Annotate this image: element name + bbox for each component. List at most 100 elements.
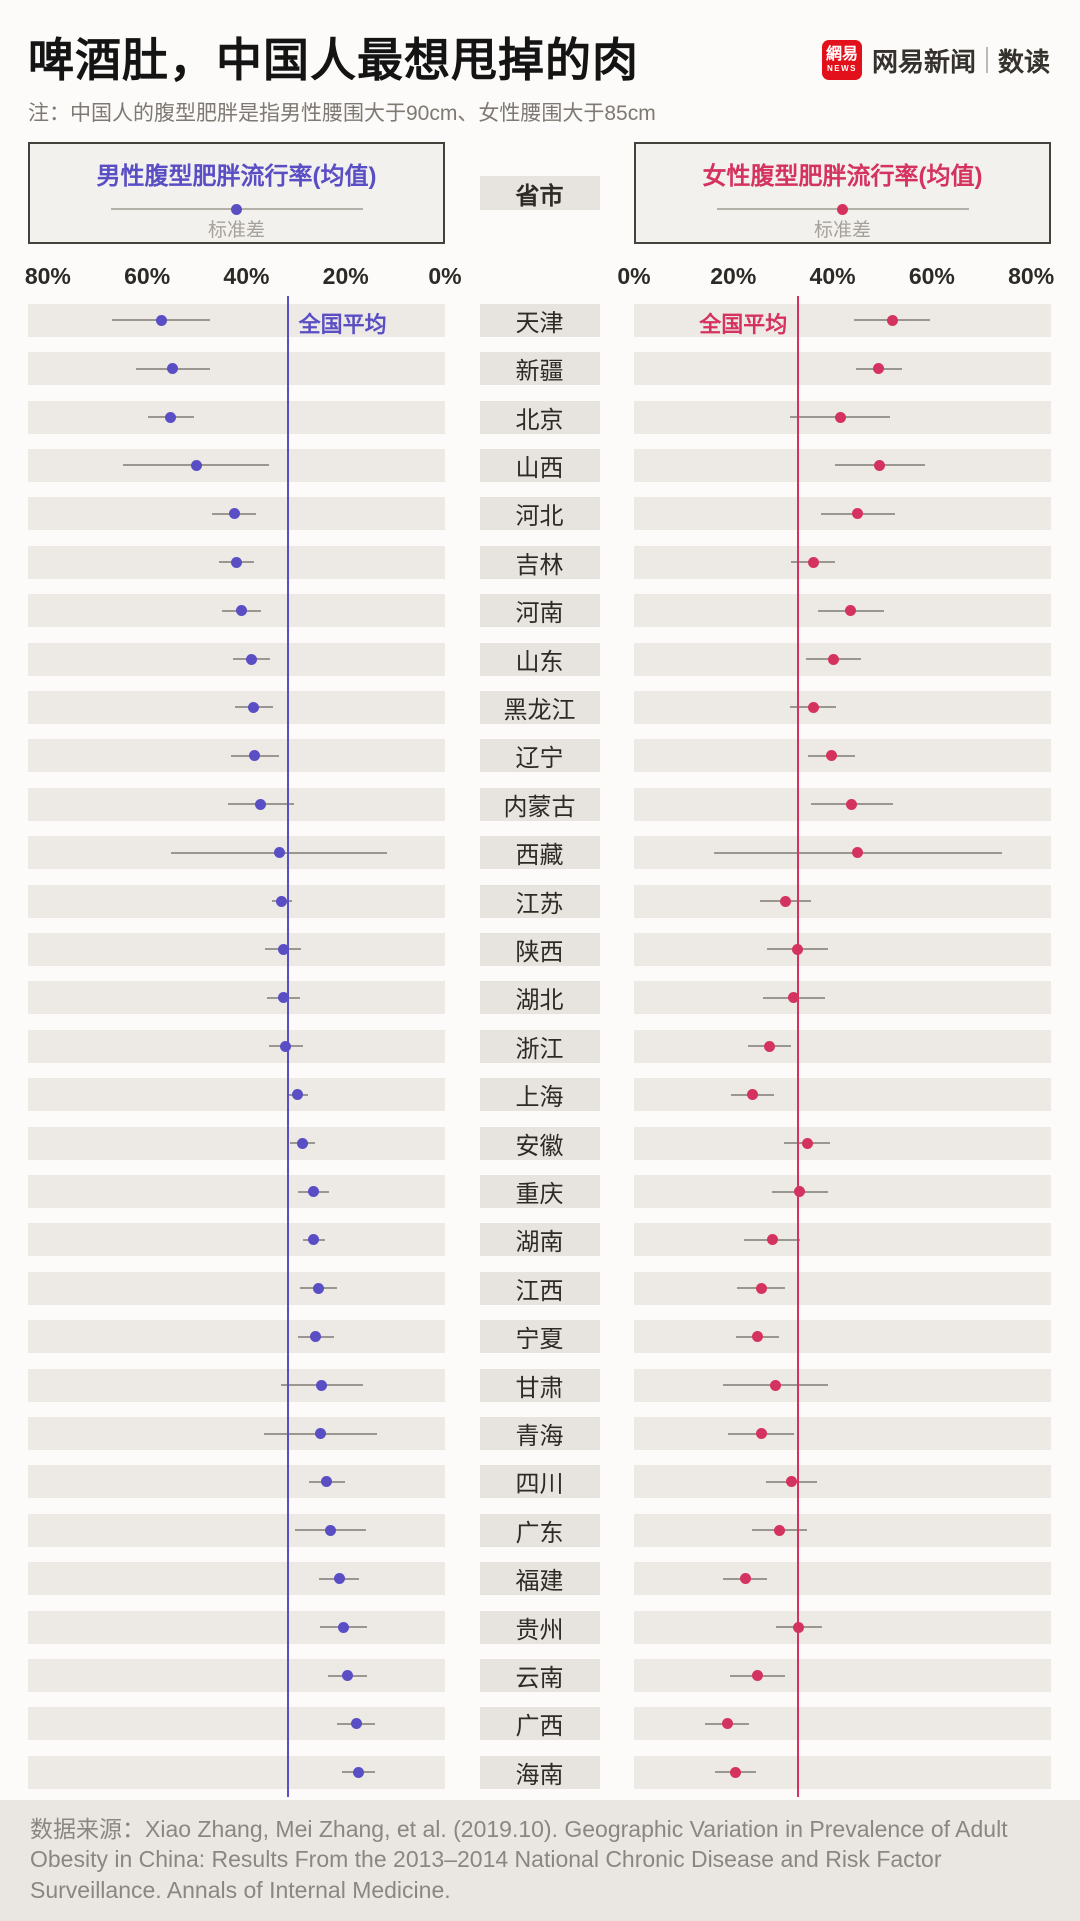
province-cell: 广东 [445,1506,634,1554]
male-chart-cell [28,1651,445,1699]
chart-row: 陕西 [28,925,1051,973]
row-stripe [634,690,1051,724]
province-label: 内蒙古 [479,787,600,821]
province-label: 青海 [479,1417,600,1451]
axis-tick-female: 20% [710,263,757,289]
female-chart-cell [634,1555,1051,1603]
row-stripe [634,1610,1051,1644]
chart-row: 湖南 [28,1216,1051,1264]
male-chart-cell [28,1458,445,1506]
female-chart-cell [634,683,1051,731]
mean-dot [276,895,288,907]
province-label: 海南 [479,1755,600,1789]
chart-row: 四川 [28,1458,1051,1506]
legend-title-male-emphasis: 男性腹型 [96,163,193,190]
male-chart-cell [28,490,445,538]
chart-row: 广西 [28,1700,1051,1748]
chart-row: 青海 [28,1409,1051,1457]
province-label: 西藏 [479,836,600,870]
row-stripe [634,1659,1051,1693]
row-stripe [28,1126,445,1160]
mean-dot [249,750,261,762]
mean-dot [801,1137,813,1149]
province-label: 甘肃 [479,1368,600,1402]
row-stripe [28,1707,445,1741]
brand-section: 数读 [997,46,1050,77]
netease-logo-icon: 網易 NEWS [821,40,862,80]
legend-title-female: 女性腹型肥胖流行率(均值) [703,156,983,191]
row-stripe [28,1320,445,1354]
female-chart-cell [634,1409,1051,1457]
mean-dot [273,847,285,859]
chart-row: 黑龙江 [28,683,1051,731]
province-label: 新疆 [479,352,600,386]
mean-dot [321,1476,333,1488]
province-label: 黑龙江 [479,690,600,724]
chart-row: 海南 [28,1748,1051,1796]
female-chart-cell [634,1651,1051,1699]
male-chart-cell [28,1603,445,1651]
mean-dot [826,750,838,762]
province-cell: 吉林 [445,538,634,586]
mean-dot [308,1234,320,1246]
axis-tick-female: 80% [1008,263,1055,289]
male-chart-cell [28,683,445,731]
province-cell: 江苏 [445,877,634,925]
sd-demo-male [110,201,363,215]
row-stripe [28,1513,445,1547]
row-stripe [634,1271,1051,1305]
province-cell: 四川 [445,1458,634,1506]
chart-row: 重庆 [28,1167,1051,1215]
province-cell: 海南 [445,1748,634,1796]
female-chart-cell [634,1748,1051,1796]
row-stripe [634,1707,1051,1741]
row-stripe [28,352,445,386]
row-stripe [28,1078,445,1112]
mean-dot [807,701,819,713]
row-stripe [28,303,445,337]
mean-dot [828,653,840,665]
male-chart-cell [28,1555,445,1603]
male-chart-cell [28,1361,445,1409]
female-chart-cell [634,877,1051,925]
province-label: 广西 [479,1707,600,1741]
mean-dot-icon [231,203,242,215]
province-label: 江苏 [479,884,600,918]
province-label: 山东 [479,642,600,676]
female-chart-cell [634,1361,1051,1409]
brand: 網易 NEWS 网易新闻 数读 [821,40,1050,80]
province-cell: 江西 [445,1264,634,1312]
mean-dot [793,1621,805,1633]
mean-dot [785,1476,797,1488]
male-chart-cell [28,296,445,344]
province-cell: 黑龙江 [445,683,634,731]
axis-row: 80% 60% 40% 20% 0% 0% 20% 40% 60% 80% [25,258,1055,294]
mean-dot [312,1282,324,1294]
chart-row: 云南 [28,1651,1051,1699]
province-column-header: 省市 [445,142,634,244]
female-chart-cell [634,1700,1051,1748]
male-chart-cell [28,1022,445,1070]
row-stripe [634,545,1051,579]
mean-dot [794,1186,806,1197]
female-chart-cell [634,1022,1051,1070]
province-cell: 内蒙古 [445,780,634,828]
province-label: 安徽 [479,1126,600,1160]
female-chart-cell [634,586,1051,634]
mean-dot [353,1766,365,1778]
row-stripe [634,352,1051,386]
row-stripe [28,1465,445,1499]
province-label: 浙江 [479,1029,600,1063]
female-chart-cell [634,828,1051,876]
mean-dot [338,1621,350,1633]
row-stripe [634,1755,1051,1789]
row-stripe [634,1513,1051,1547]
province-cell: 河南 [445,586,634,634]
mean-dot [333,1573,345,1585]
female-chart-cell [634,1216,1051,1264]
row-stripe [28,1562,445,1596]
row-stripe [634,1417,1051,1451]
mean-dot [297,1137,309,1149]
chart-row: 山西 [28,441,1051,489]
legend-row: 男性腹型肥胖流行率(均值) 标准差 省市 女性腹型肥胖流行率(均值) 标准差 [28,142,1051,244]
